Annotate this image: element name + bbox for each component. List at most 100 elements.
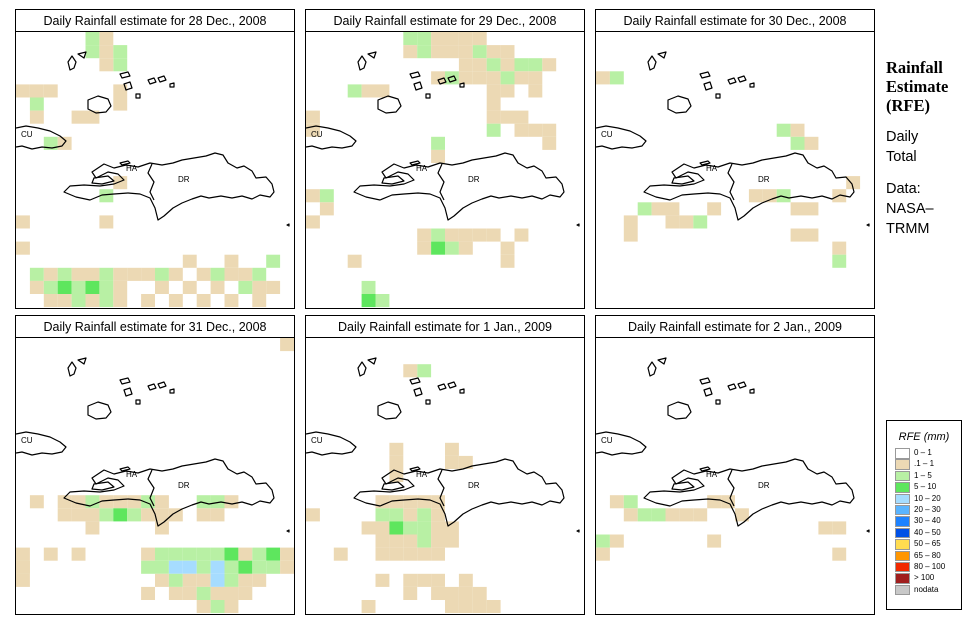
rainfall-cell (375, 294, 390, 308)
rainfall-cell (417, 573, 432, 587)
period-line1: Daily (886, 129, 919, 145)
rainfall-cell (85, 495, 100, 509)
rainfall-cell (707, 495, 722, 509)
rainfall-cell (472, 45, 487, 59)
legend-entry: 5 – 10 (887, 482, 961, 493)
rainfall-cell (238, 267, 253, 281)
rainfall-cell (113, 294, 128, 308)
coastline (409, 160, 421, 166)
legend-entry: 20 – 30 (887, 504, 961, 516)
rainfall-cell (458, 241, 473, 255)
coastline (16, 431, 67, 456)
rainfall-cell (196, 600, 211, 614)
coastline (87, 95, 112, 114)
coastline (459, 82, 465, 88)
rainfall-cell (375, 521, 390, 535)
rainfall-cell (776, 123, 791, 137)
rainfall-cell (113, 176, 128, 190)
rainfall-cell (224, 573, 239, 587)
rainfall-cell (693, 215, 708, 229)
rainfall-cell (85, 32, 100, 46)
rainfall-cell (224, 547, 239, 561)
rainfall-cell (389, 508, 404, 522)
coastline (16, 125, 67, 150)
legend-label: 65 – 80 (914, 550, 941, 560)
legend-label: 30 – 40 (914, 516, 941, 526)
rainfall-cell (182, 573, 197, 587)
rainfall-cell (196, 586, 211, 600)
legend-entry: 30 – 40 (887, 516, 961, 527)
product-description: Rainfall Estimate (RFE) Daily Total Data… (886, 58, 970, 239)
coastline-layer (596, 357, 870, 533)
panel-title: Daily Rainfall estimate for 29 Dec., 200… (305, 9, 585, 33)
product-title-line2: Estimate (886, 77, 949, 96)
rainfall-cell (182, 280, 197, 294)
rainfall-cell (431, 136, 445, 150)
legend-swatch (895, 527, 910, 539)
place-label-ha: HA (416, 164, 428, 173)
rainfall-cell (500, 254, 515, 268)
rainfall-cell (29, 495, 44, 509)
rainfall-cell (168, 547, 183, 561)
coastline (147, 77, 157, 85)
place-label-ha: HA (706, 470, 718, 479)
rainfall-map-svg: CU HA DR (306, 357, 580, 614)
rainfall-cell (210, 600, 225, 614)
rainfall-cell (16, 241, 30, 255)
rainfall-cell (113, 58, 128, 72)
rainfall-cell (790, 136, 805, 150)
rainfall-cell (306, 508, 320, 522)
rainfall-cell (280, 338, 294, 352)
rainfall-cell (445, 45, 459, 59)
place-label-dr: DR (178, 481, 190, 490)
rainfall-cell (528, 84, 543, 98)
rainfall-cell (445, 534, 459, 548)
rainfall-cell (790, 228, 805, 242)
legend-swatch (895, 493, 910, 505)
rainfall-cell (141, 267, 155, 281)
coastline (169, 82, 175, 88)
rainfall-cell (85, 45, 100, 59)
rainfall-cell (224, 560, 239, 574)
rainfall-cell (818, 521, 833, 535)
rainfall-cell (141, 508, 155, 522)
coastline (425, 399, 431, 405)
product-title-line1: Rainfall (886, 58, 943, 77)
rainfall-cell (707, 534, 722, 548)
rainfall-cell (182, 560, 197, 574)
coastline (657, 51, 667, 59)
rainfall-cell (113, 280, 128, 294)
place-label-ha: HA (416, 470, 428, 479)
rainfall-cell (43, 267, 58, 281)
rainfall-cell (280, 547, 294, 561)
rainfall-cell (458, 455, 473, 469)
rainfall-cell (528, 71, 543, 85)
coastline (576, 529, 580, 533)
rainfall-cell (266, 280, 281, 294)
rainfall-cell (431, 521, 445, 535)
legend-label: 0 – 1 (914, 448, 932, 457)
coastline (447, 75, 457, 83)
rainfall-cell (155, 547, 169, 561)
rainfall-cell (306, 189, 320, 203)
rainfall-cell (832, 547, 847, 561)
rainfall-cell (57, 495, 72, 509)
rainfall-cell (389, 534, 404, 548)
product-title-line3: (RFE) (886, 96, 930, 115)
rainfall-cell (445, 71, 459, 85)
coastline (703, 81, 713, 91)
rainfall-cell (846, 176, 861, 190)
rainfall-cell (458, 586, 473, 600)
rainfall-cell (224, 294, 239, 308)
coastline (87, 401, 112, 420)
rainfall-cell (832, 241, 847, 255)
coastline (657, 357, 667, 365)
coastline (715, 93, 721, 99)
panel-title: Daily Rainfall estimate for 31 Dec., 200… (15, 315, 295, 339)
rainfall-cell (99, 508, 114, 522)
rainfall-cell (29, 110, 44, 124)
legend-title: RFE (mm) (898, 431, 950, 443)
rainfall-cell (113, 495, 128, 509)
coastline (647, 55, 657, 71)
